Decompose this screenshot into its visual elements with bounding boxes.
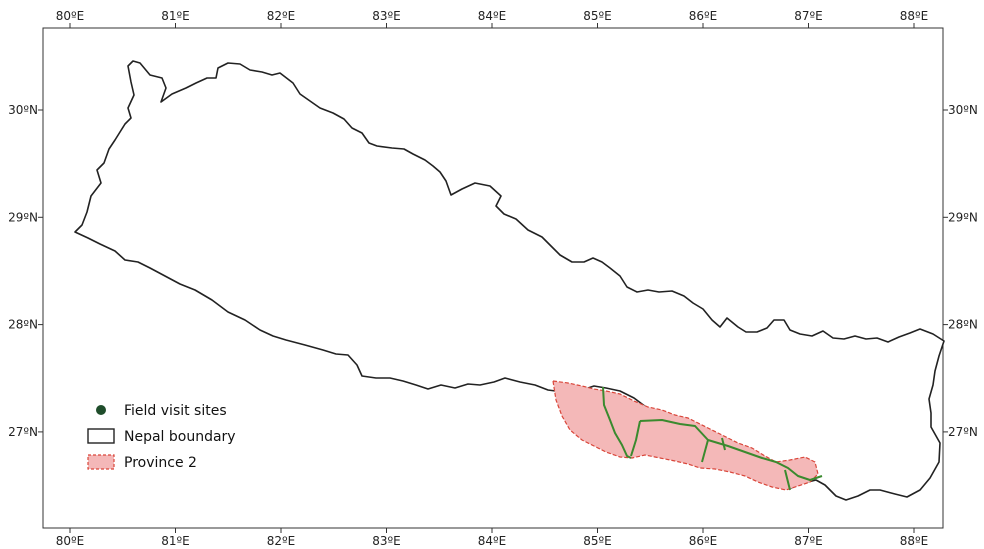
legend-boundary-swatch xyxy=(87,428,115,444)
route-line xyxy=(721,437,726,451)
y-tick-label-right: 27ºN xyxy=(948,425,978,439)
x-tick-label-top: 80ºE xyxy=(56,9,85,23)
x-tick-label-bottom: 81ºE xyxy=(161,534,190,548)
y-tick-label-right: 29ºN xyxy=(948,210,978,224)
y-tick-label-left: 27ºN xyxy=(8,425,38,439)
y-tick-label-left: 28ºN xyxy=(8,318,38,332)
x-tick-label-top: 83ºE xyxy=(372,9,401,23)
x-tick-label-top: 81ºE xyxy=(161,9,190,23)
route-line xyxy=(630,420,641,457)
route-line xyxy=(701,439,709,463)
legend-label-nepal-boundary: Nepal boundary xyxy=(124,429,236,445)
legend-label-province-2: Province 2 xyxy=(124,455,197,471)
legend-province-swatch xyxy=(87,454,115,470)
x-tick-label-bottom: 85ºE xyxy=(583,534,612,548)
y-tick-label-left: 30ºN xyxy=(8,103,38,117)
x-tick-label-bottom: 88ºE xyxy=(900,534,929,548)
legend-label-field-sites: Field visit sites xyxy=(124,403,227,419)
x-tick-label-bottom: 86ºE xyxy=(689,534,718,548)
field-visit-routes xyxy=(602,386,823,491)
x-tick-label-top: 86ºE xyxy=(689,9,718,23)
x-tick-label-bottom: 82ºE xyxy=(267,534,296,548)
x-tick-label-bottom: 80ºE xyxy=(56,534,85,548)
x-tick-label-top: 84ºE xyxy=(478,9,507,23)
route-line xyxy=(784,469,791,491)
x-tick-label-top: 87ºE xyxy=(794,9,823,23)
x-tick-label-top: 82ºE xyxy=(267,9,296,23)
x-tick-label-bottom: 84ºE xyxy=(478,534,507,548)
x-tick-label-top: 85ºE xyxy=(583,9,612,23)
x-tick-label-bottom: 83ºE xyxy=(372,534,401,548)
legend: Field visit sites Nepal boundary Provinc… xyxy=(87,403,236,471)
x-tick-label-top: 88ºE xyxy=(900,9,929,23)
legend-dot-icon xyxy=(96,405,106,415)
route-line xyxy=(639,419,823,481)
x-tick-label-bottom: 87ºE xyxy=(794,534,823,548)
route-line xyxy=(602,386,632,459)
nepal-boundary xyxy=(74,60,945,501)
y-tick-label-left: 29ºN xyxy=(8,210,38,224)
axis-ticks: 80ºE 80ºE 81ºE 81ºE 82ºE 82ºE 83ºE 83ºE 84ºE 84ºE… xyxy=(8,9,978,548)
y-tick-label-right: 30ºN xyxy=(948,103,978,117)
y-tick-label-right: 28ºN xyxy=(948,318,978,332)
